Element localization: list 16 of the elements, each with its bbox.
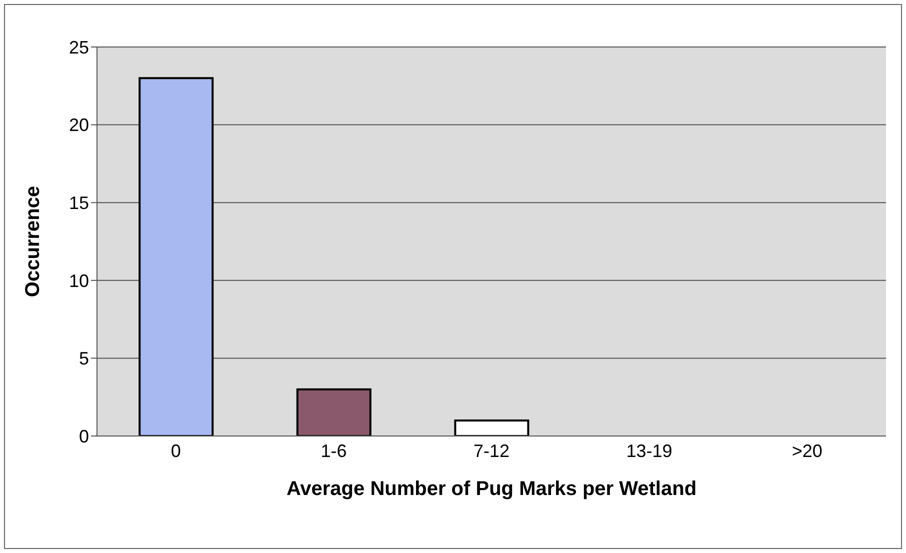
x-tick-label: >20 [792,440,822,461]
x-axis-title: Average Number of Pug Marks per Wetland [286,478,697,500]
x-tick-label: 1-6 [320,440,347,461]
y-tick-label: 10 [68,270,89,291]
y-tick-label: 20 [68,115,89,136]
bar [454,419,530,436]
y-tick-label: 5 [78,348,89,369]
x-tick-label: 7-12 [473,440,510,461]
y-tick-label: 0 [78,426,89,446]
x-tick-label: 13-19 [626,440,672,461]
y-axis-title: Occurrence [22,186,44,298]
y-tick-label: 25 [68,37,89,58]
y-tick-label: 15 [68,192,89,213]
x-tick-label: 0 [170,440,181,461]
bar [138,77,214,436]
bar [296,388,372,436]
